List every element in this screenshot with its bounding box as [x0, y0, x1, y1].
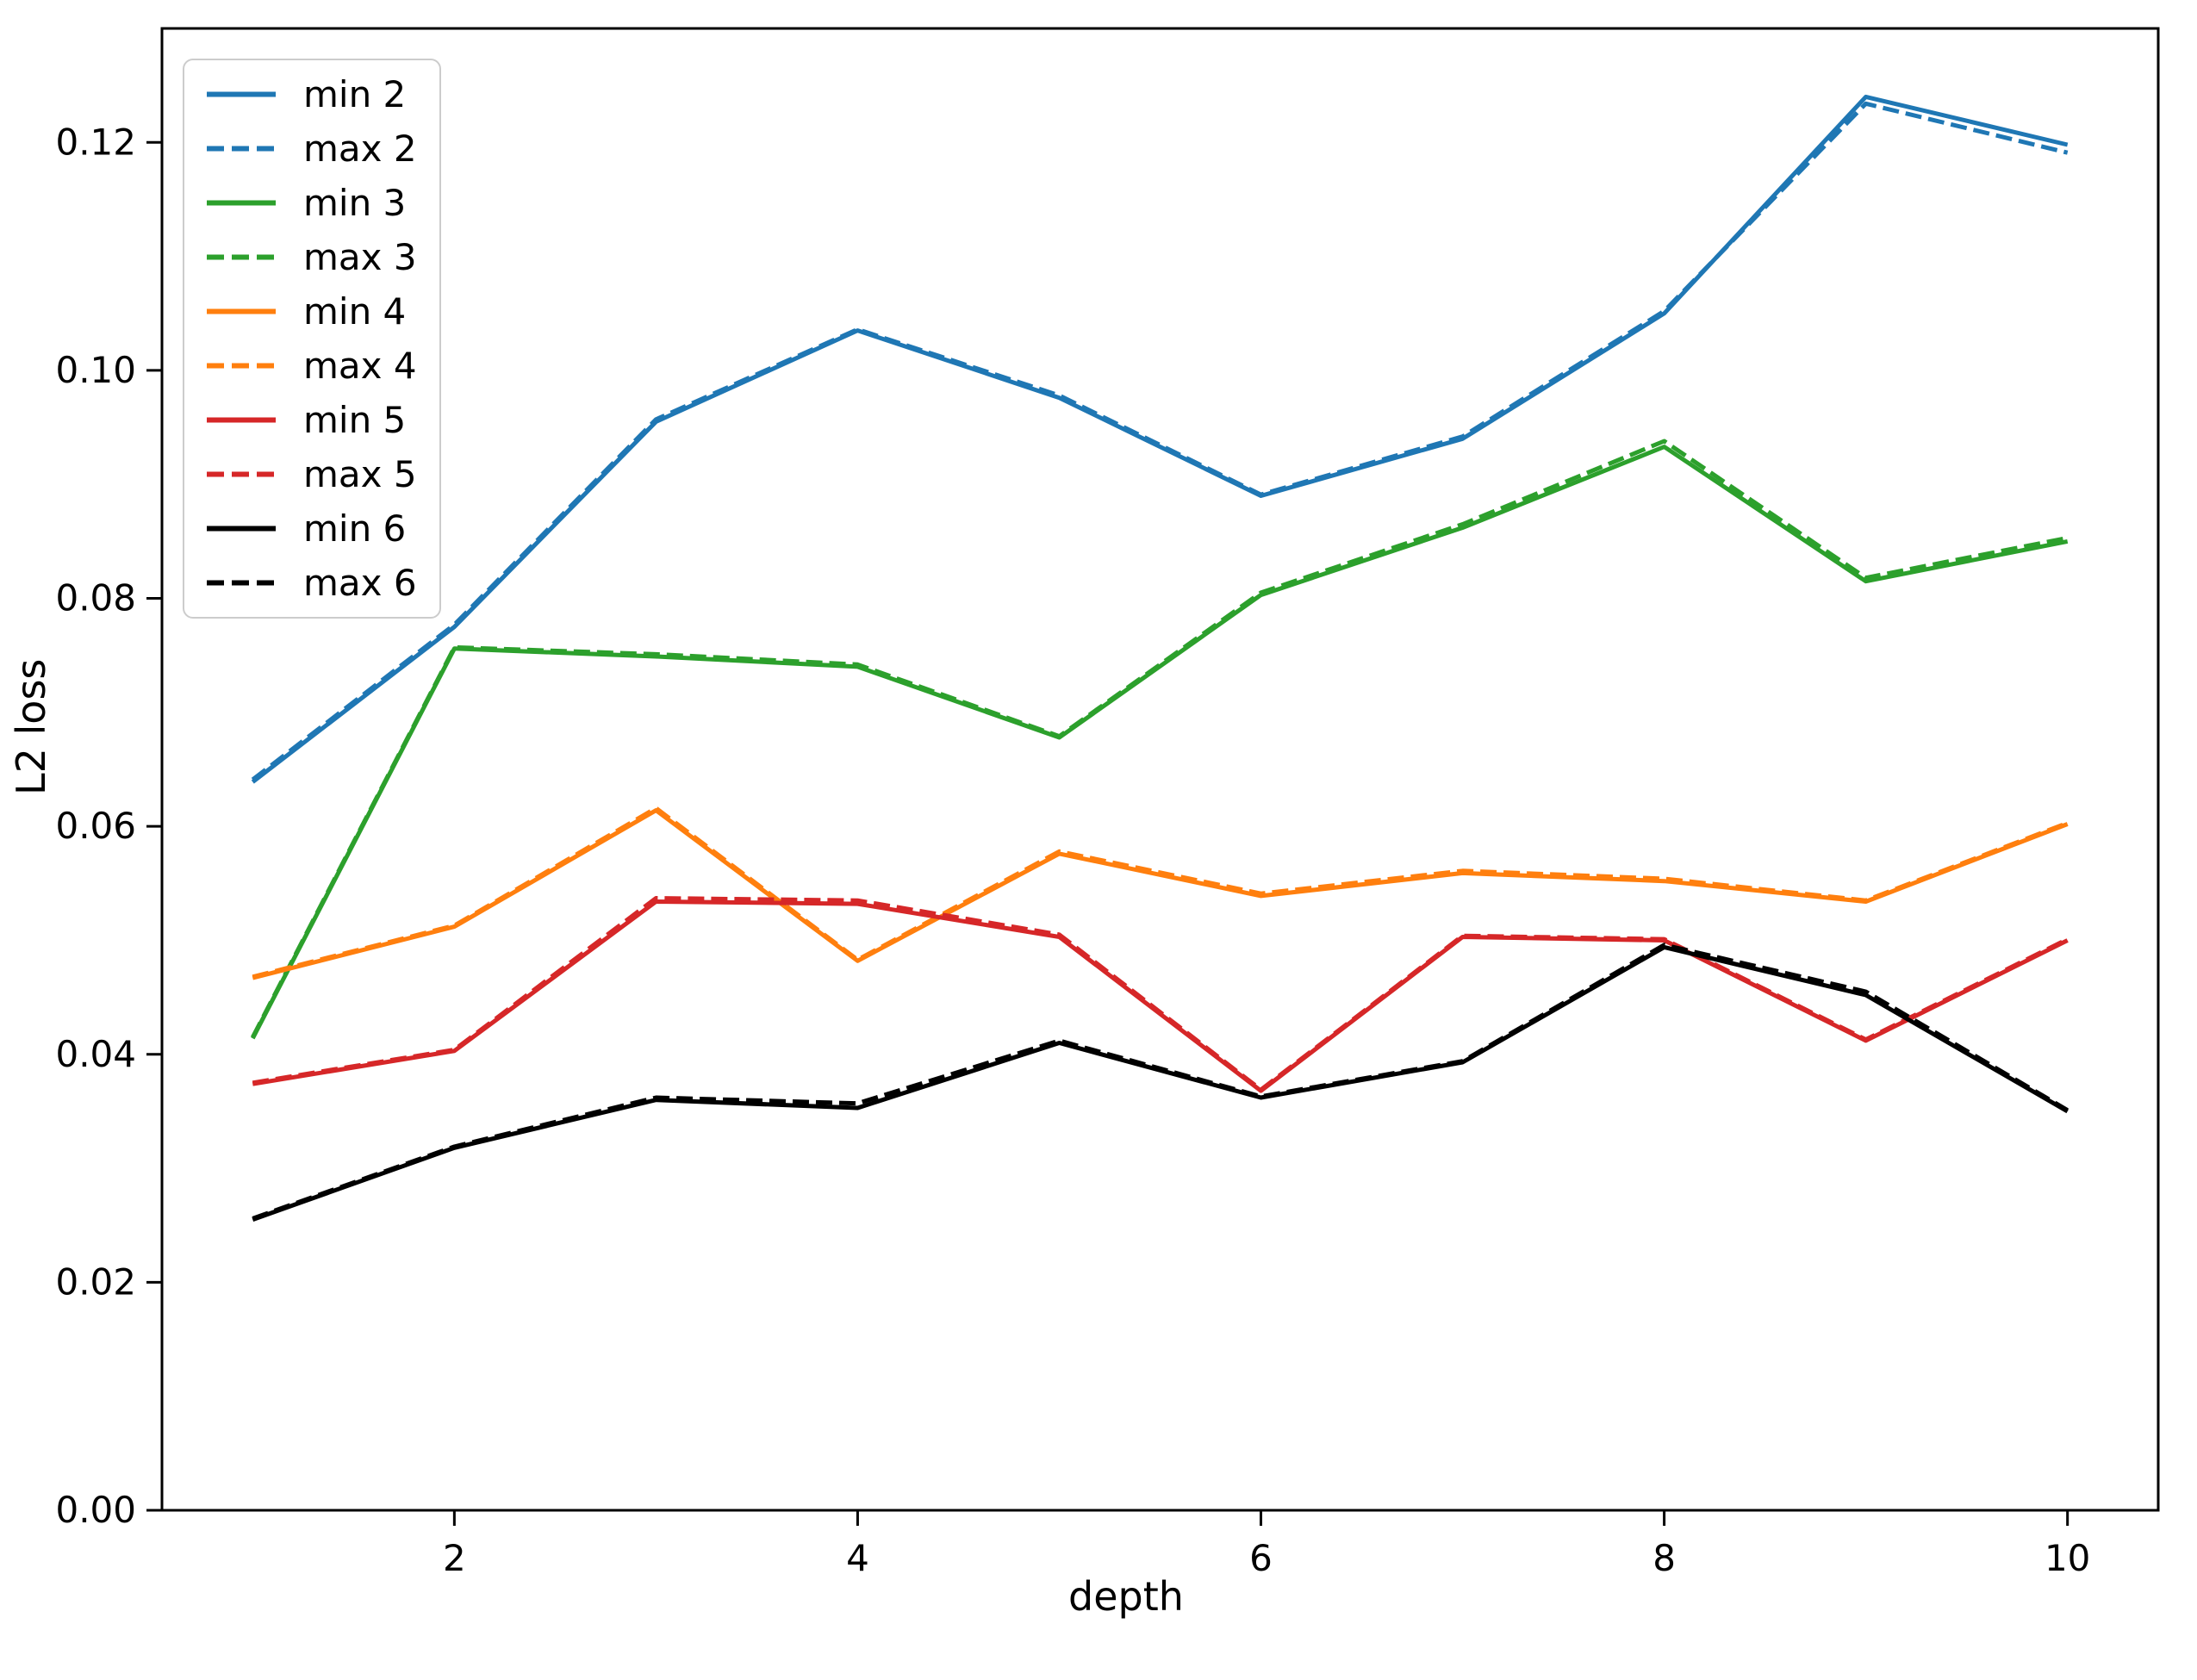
- y-tick-label: 0.08: [55, 577, 136, 619]
- series-line-max-4: [252, 806, 2069, 980]
- legend-swatch-dashed-line: [207, 471, 276, 477]
- y-tick-label: 0.06: [55, 805, 136, 847]
- legend-item-min-2: min 2: [205, 76, 417, 113]
- y-tick-label: 0.04: [55, 1033, 136, 1075]
- series-line-min-3: [251, 445, 2069, 1040]
- legend-swatch-solid-line: [207, 91, 276, 97]
- legend-swatch-dashed-line: [207, 146, 276, 152]
- legend: min 2 max 2 min 3 max 3 min 4 max 4 min 5 max 5…: [183, 59, 441, 619]
- x-axis-label-text: depth: [1068, 1573, 1184, 1620]
- legend-swatch-solid-line: [207, 308, 276, 314]
- legend-label: max 4: [303, 344, 417, 387]
- y-axis-label-text: L2 loss: [8, 658, 54, 795]
- x-tick-label: 6: [1249, 1537, 1273, 1579]
- x-tick-label: 2: [443, 1537, 466, 1579]
- y-tick-label: 0.02: [55, 1260, 136, 1303]
- x-tick-label: 4: [846, 1537, 869, 1579]
- legend-swatch-solid-line: [207, 526, 276, 532]
- series-line-min-2: [251, 94, 2069, 784]
- legend-item-min-5: min 5: [205, 401, 417, 439]
- legend-swatch-solid-line: [207, 417, 276, 423]
- series-line-max-6: [252, 943, 2069, 1221]
- legend-label: max 6: [303, 561, 417, 604]
- y-axis-label: L2 loss: [8, 659, 54, 795]
- series-line-max-5: [252, 896, 2069, 1092]
- legend-swatch-solid-line: [207, 200, 276, 206]
- y-tick-label: 0.00: [55, 1489, 136, 1531]
- x-axis-label: depth: [0, 1573, 2197, 1620]
- series-line-max-3: [251, 439, 2069, 1039]
- legend-label: max 3: [303, 235, 417, 278]
- legend-item-min-3: min 3: [205, 184, 417, 221]
- x-tick-label: 8: [1652, 1537, 1676, 1579]
- y-tick-label: 0.10: [55, 349, 136, 391]
- x-tick-label: 10: [2045, 1537, 2090, 1579]
- legend-label: max 5: [303, 452, 417, 495]
- legend-label: max 2: [303, 127, 417, 170]
- legend-swatch-dashed-line: [207, 580, 276, 586]
- legend-item-max-6: max 6: [205, 564, 417, 601]
- legend-label: min 4: [303, 289, 407, 333]
- legend-swatch-dashed-line: [207, 254, 276, 260]
- legend-item-min-6: min 6: [205, 510, 417, 547]
- legend-swatch-dashed-line: [207, 363, 276, 369]
- plot-frame: [160, 27, 2160, 1512]
- legend-item-max-3: max 3: [205, 239, 417, 276]
- legend-label: min 3: [303, 181, 407, 224]
- legend-label: min 6: [303, 507, 407, 550]
- legend-item-max-2: max 2: [205, 130, 417, 167]
- legend-label: min 5: [303, 398, 407, 441]
- legend-item-max-5: max 5: [205, 456, 417, 493]
- y-tick-label: 0.12: [55, 121, 136, 163]
- legend-label: min 2: [303, 72, 407, 115]
- series-line-min-6: [252, 944, 2069, 1222]
- legend-item-min-4: min 4: [205, 293, 417, 330]
- legend-item-max-4: max 4: [205, 347, 417, 384]
- series-line-max-2: [251, 101, 2069, 781]
